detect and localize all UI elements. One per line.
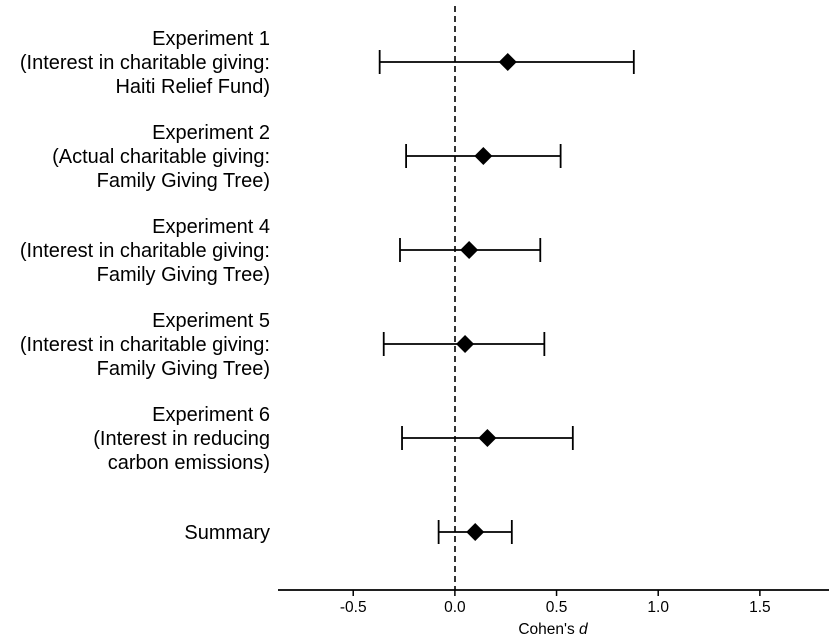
- row-label: Summary: [184, 522, 270, 544]
- forest-row: Experiment 2 (Actual charitable giving: Fa…: [52, 122, 562, 192]
- row-label-line: Family Giving Tree): [97, 170, 270, 192]
- x-tick-label: -0.5: [340, 599, 367, 616]
- estimate-marker: [478, 429, 497, 447]
- row-label: Experiment 5 (Interest in charitable givi…: [20, 310, 270, 380]
- row-label-line: Summary: [184, 522, 270, 544]
- row-label-line: Family Giving Tree): [97, 358, 270, 380]
- row-label-line: Experiment 5: [152, 310, 270, 332]
- estimate-marker: [498, 53, 517, 71]
- x-axis-title-text: Cohen's: [518, 621, 579, 638]
- row-label-line: Family Giving Tree): [97, 264, 270, 286]
- forest-row: Summary: [184, 520, 513, 544]
- row-label-line: Experiment 6: [152, 404, 270, 426]
- forest-row: Experiment 5 (Interest in charitable givi…: [20, 310, 546, 380]
- row-label-line: (Interest in charitable giving:: [20, 240, 270, 262]
- row-label-line: Experiment 1: [152, 28, 270, 50]
- row-label-line: Experiment 4: [152, 216, 270, 238]
- estimate-marker: [456, 335, 475, 353]
- estimate-marker: [474, 147, 493, 165]
- row-label-line: (Interest in charitable giving:: [20, 52, 270, 74]
- rows-layer: Experiment 1 (Interest in charitable givi…: [20, 28, 635, 544]
- row-label: Experiment 2 (Actual charitable giving: Fa…: [52, 122, 270, 192]
- forest-row: Experiment 4 (Interest in charitable givi…: [20, 216, 542, 286]
- forest-row: Experiment 1 (Interest in charitable givi…: [20, 28, 635, 98]
- x-tick-label: 0.5: [546, 599, 568, 616]
- row-label: Experiment 6 (Interest in reducing carbon …: [93, 404, 270, 474]
- x-tick-label: 0.0: [444, 599, 466, 616]
- row-label-line: (Actual charitable giving:: [52, 146, 270, 168]
- x-axis-title-italic: d: [579, 621, 589, 638]
- row-label-line: carbon emissions): [108, 452, 270, 474]
- row-label-line: (Interest in reducing: [93, 428, 270, 450]
- forest-row: Experiment 6 (Interest in reducing carbon …: [93, 404, 574, 474]
- row-label-line: Haiti Relief Fund): [115, 76, 270, 98]
- x-axis-ticks: -0.5 0.0 0.5 1.0 1.5: [340, 590, 771, 616]
- x-tick-label: 1.0: [647, 599, 669, 616]
- row-label: Experiment 4 (Interest in charitable givi…: [20, 216, 270, 286]
- x-axis-title: Cohen's d: [518, 621, 589, 638]
- row-label-line: Experiment 2: [152, 122, 270, 144]
- x-tick-label: 1.5: [749, 599, 771, 616]
- estimate-marker: [466, 523, 485, 541]
- estimate-marker: [460, 241, 479, 259]
- row-label-line: (Interest in charitable giving:: [20, 334, 270, 356]
- row-label: Experiment 1 (Interest in charitable givi…: [20, 28, 270, 98]
